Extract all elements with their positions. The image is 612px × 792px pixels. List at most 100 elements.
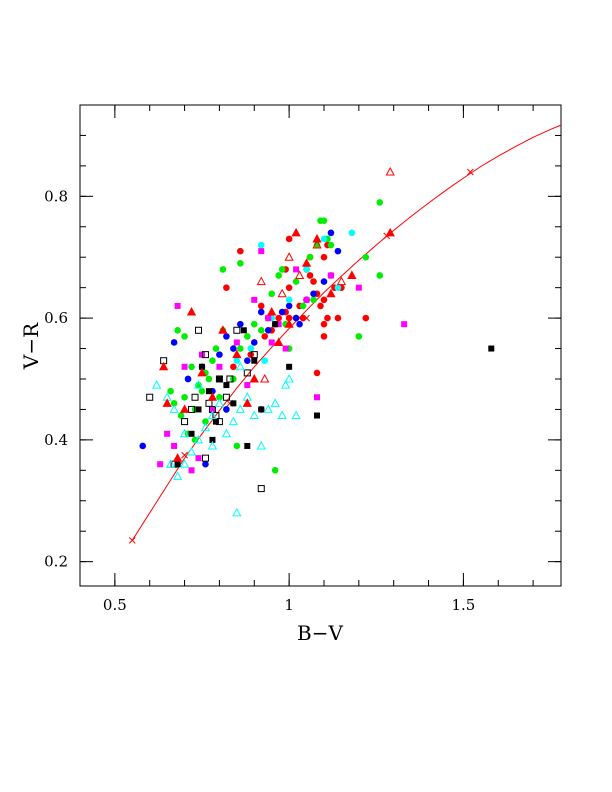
red-filled-triangle-point (284, 319, 294, 328)
x-tick-label: 0.5 (103, 596, 127, 614)
green-filled-circle-point (216, 393, 223, 401)
red-filled-circle-point (334, 314, 342, 322)
blue-filled-circle-point (292, 314, 300, 322)
major-ticks (80, 105, 561, 586)
y-axis-label: V−R (19, 322, 43, 370)
tick-labels: 0.5 1 1.5 0.2 0.4 0.6 0.8 (44, 187, 475, 614)
y-tick-label: 0.8 (44, 187, 68, 205)
y-tick-label: 0.4 (44, 431, 68, 449)
black-open-square-point (222, 393, 230, 401)
blue-filled-circle-point (334, 247, 342, 255)
green-filled-circle-point (181, 393, 188, 401)
green-filled-circle-point (237, 260, 244, 267)
black-filled-square-point (209, 436, 216, 443)
blue-filled-circle-point (296, 320, 303, 328)
blue-filled-circle-point (139, 442, 147, 450)
cyan-open-triangle-point (281, 380, 291, 389)
red-filled-triangle-point (162, 398, 172, 407)
magenta-filled-square-point (171, 442, 178, 449)
black-open-square-point (215, 418, 223, 426)
cyan-open-triangle-point (284, 373, 294, 383)
black-filled-square-point (286, 363, 293, 370)
fit-curve (128, 124, 562, 544)
fit-curve-line (131, 124, 562, 541)
blue-filled-circle-point (202, 460, 209, 468)
red-filled-triangle-point (274, 337, 284, 346)
blue-filled-circle-point (244, 357, 251, 365)
red-filled-circle-point (261, 333, 269, 340)
cyan-open-triangle-point (200, 422, 211, 432)
data-points (139, 166, 495, 517)
red-filled-circle-point (285, 284, 293, 291)
green-filled-circle-point (299, 302, 307, 310)
cyan-open-triangle-point (169, 404, 179, 413)
red-filled-triangle-point (326, 288, 336, 298)
green-filled-circle-point (237, 345, 244, 352)
black-filled-square-point (223, 382, 230, 389)
magenta-filled-square-point (258, 248, 265, 255)
green-filled-circle-point (167, 387, 174, 395)
blue-filled-circle-point (184, 375, 192, 383)
magenta-filled-square-point (314, 394, 321, 401)
green-filled-circle-point (244, 333, 251, 340)
green-filled-circle-point (317, 217, 324, 224)
magenta-filled-square-point (174, 302, 181, 309)
black-filled-square-point (251, 357, 258, 364)
blue-filled-circle-point (285, 302, 293, 310)
cyan-open-triangle-point (193, 434, 204, 444)
cyan-open-triangle-point (193, 380, 204, 389)
black-open-square-point (233, 326, 241, 334)
green-filled-circle-point (198, 387, 206, 395)
red-filled-circle-point (324, 314, 331, 322)
black-open-square-point (201, 454, 209, 462)
magenta-filled-square-point (195, 455, 202, 462)
green-filled-circle-point (268, 290, 276, 298)
black-filled-square-point (240, 327, 247, 334)
magenta-filled-square-point (268, 339, 275, 346)
cyan-open-triangle-point (291, 410, 301, 420)
red-filled-triangle-point (249, 373, 259, 383)
red-filled-triangle-point (207, 392, 218, 401)
magenta-filled-square-point (265, 315, 272, 322)
green-filled-circle-point (362, 253, 370, 261)
red-filled-triangle-point (385, 227, 395, 237)
cyan-filled-circle-point (320, 235, 328, 243)
red-filled-triangle-point (347, 270, 357, 279)
green-filled-circle-point (376, 199, 384, 206)
black-open-square-point (191, 393, 199, 401)
black-open-square-point (215, 375, 223, 383)
cyan-filled-circle-point (348, 229, 356, 237)
red-filled-triangle-point (179, 404, 190, 413)
magenta-filled-square-point (327, 272, 334, 279)
blue-filled-circle-point (250, 339, 258, 346)
blue-filled-circle-point (237, 320, 244, 328)
x-tick-label: 1.5 (451, 596, 475, 614)
cyan-open-triangle-point (249, 410, 259, 420)
red-open-triangle-point (277, 288, 287, 298)
curve-cross-marker (467, 168, 474, 176)
green-filled-circle-point (327, 241, 335, 249)
black-filled-square-point (488, 345, 495, 352)
magenta-filled-square-point (293, 266, 300, 273)
cyan-open-triangle-point (207, 440, 218, 450)
magenta-filled-square-point (233, 339, 240, 346)
black-filled-square-point (272, 321, 279, 328)
green-filled-circle-point (219, 266, 227, 273)
blue-filled-circle-point (320, 278, 328, 285)
magenta-filled-square-point (303, 296, 310, 303)
black-filled-square-point (205, 388, 212, 395)
cyan-open-triangle-point (221, 428, 232, 438)
cyan-open-triangle-point (207, 410, 218, 420)
black-filled-square-point (188, 430, 195, 437)
black-filled-square-point (258, 406, 265, 413)
cyan-open-triangle-point (214, 398, 225, 407)
red-filled-circle-point (275, 314, 282, 322)
cyan-open-triangle-point (165, 459, 176, 468)
red-filled-circle-point (310, 278, 317, 285)
black-open-square-point (181, 418, 189, 426)
magenta-filled-square-point (282, 345, 289, 352)
green-filled-circle-point (205, 375, 213, 383)
blue-filled-circle-point (230, 345, 237, 352)
red-filled-circle-point (299, 314, 307, 322)
magenta-filled-square-point (401, 321, 408, 328)
